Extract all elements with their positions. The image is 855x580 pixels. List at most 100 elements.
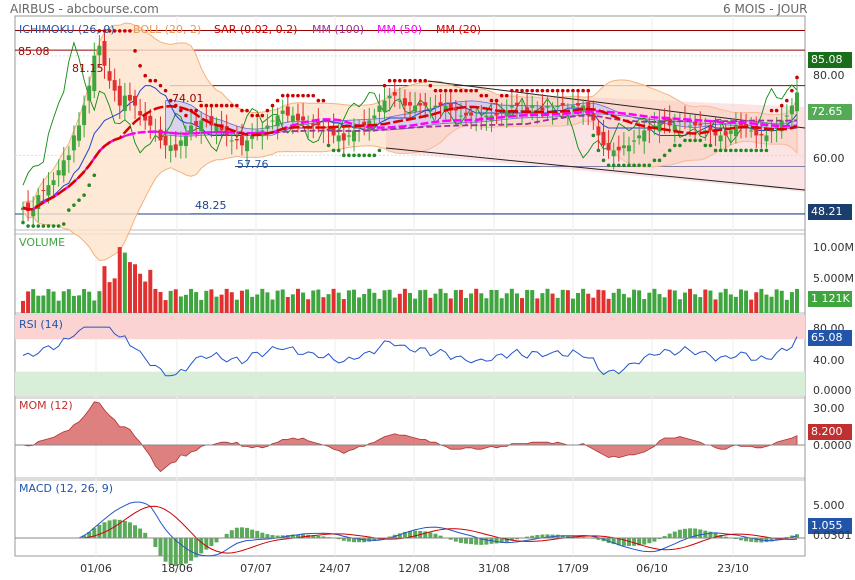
- volume-bar: [458, 289, 463, 313]
- volume-bar: [484, 298, 489, 313]
- candle-body: [178, 140, 183, 146]
- candle-body: [555, 105, 560, 108]
- sar-dot: [382, 83, 387, 88]
- candle-body: [545, 105, 550, 108]
- volume-bar: [189, 288, 194, 313]
- macd-hist-bar: [270, 535, 275, 538]
- candle-body: [250, 135, 255, 139]
- volume-bar: [499, 298, 504, 313]
- volume-bar: [336, 292, 341, 313]
- x-label-1709: 17/09: [557, 562, 589, 575]
- sar-dot: [209, 103, 214, 108]
- sar-dot: [647, 163, 652, 168]
- sar-dot: [158, 83, 163, 88]
- sar-dot: [235, 103, 239, 108]
- macd-hist-bar: [199, 538, 204, 554]
- volume-bar: [718, 292, 723, 313]
- candle-body: [117, 85, 122, 106]
- volume-bar: [408, 292, 412, 313]
- volume-bar: [87, 291, 92, 313]
- sar-dot: [667, 148, 672, 153]
- legend-boll[interactable]: BOLL (20, 2): [133, 23, 202, 36]
- sar-dot: [46, 224, 51, 228]
- macd-hist-bar: [499, 538, 504, 543]
- candle-body: [255, 130, 260, 132]
- volume-bar: [795, 288, 799, 313]
- candle-body: [591, 113, 596, 121]
- candle-body: [581, 105, 586, 112]
- volume-bar: [769, 296, 774, 313]
- macd-hist-bar: [316, 535, 321, 538]
- candle-body: [158, 129, 163, 141]
- macd-hist-bar: [637, 538, 642, 546]
- volume-bar: [92, 300, 97, 313]
- candle-body: [82, 105, 87, 126]
- candle-body: [224, 126, 229, 136]
- macd-hist-bar: [642, 538, 647, 545]
- candle-body: [764, 135, 769, 142]
- volume-bar: [469, 293, 474, 313]
- macd-hist-bar: [397, 533, 402, 538]
- volume-bar: [138, 273, 143, 313]
- volume-bar: [133, 264, 138, 313]
- macd-tick-0: 0.0301: [813, 529, 852, 542]
- sar-dot: [265, 108, 270, 113]
- mom-area: [22, 401, 798, 473]
- sar-dot: [321, 98, 326, 103]
- sar-dot: [464, 88, 468, 93]
- sar-dot: [194, 108, 198, 113]
- sar-dot: [504, 93, 509, 98]
- macd-hist-bar: [453, 538, 458, 542]
- volume-bar: [428, 297, 433, 313]
- macd-hist-bar: [509, 538, 514, 541]
- candle-body: [163, 135, 168, 146]
- macd-hist-bar: [138, 528, 143, 538]
- sar-dot: [576, 88, 580, 93]
- candle-body: [26, 202, 31, 212]
- volume-bar: [239, 290, 244, 313]
- candle-body: [46, 185, 51, 196]
- candle-body: [331, 126, 336, 136]
- sar-dot: [723, 148, 728, 153]
- sar-dot: [72, 203, 76, 207]
- volume-bar: [576, 292, 581, 313]
- macd-hist-bar: [540, 534, 545, 538]
- sar-dot: [342, 153, 346, 158]
- sar-dot: [163, 88, 168, 93]
- macd-hist-bar: [525, 536, 530, 538]
- candle-body: [759, 134, 764, 136]
- volume-bar: [194, 292, 199, 313]
- mom-badge: 8.200: [808, 424, 852, 440]
- sar-dot: [92, 173, 97, 178]
- sar-dot: [148, 78, 153, 83]
- candle-body: [402, 98, 407, 106]
- macd-hist-bar: [122, 520, 127, 538]
- macd-title: MACD (12, 26, 9): [19, 482, 114, 495]
- candle-body: [245, 140, 250, 152]
- volume-bar: [677, 299, 682, 313]
- candle-body: [387, 95, 392, 99]
- sar-dot: [749, 148, 753, 153]
- legend-mm100[interactable]: MM (100): [312, 23, 365, 36]
- volume-bar: [46, 289, 51, 313]
- volume-bar: [520, 298, 525, 313]
- legend-ichimoku[interactable]: ICHIMOKU (26, 9): [19, 23, 115, 36]
- candle-body: [428, 110, 433, 112]
- macd-hist-bar: [565, 535, 570, 538]
- macd-hist-bar: [112, 519, 117, 538]
- sar-dot: [672, 143, 677, 148]
- candle-body: [647, 126, 652, 131]
- legend-sar[interactable]: SAR (0.02, 0.2): [214, 23, 298, 36]
- candle-body: [173, 144, 178, 151]
- volume-bar: [479, 293, 484, 313]
- legend-mm50[interactable]: MM (50): [377, 23, 423, 36]
- macd-hist-bar: [321, 536, 326, 538]
- mom-title: MOM (12): [19, 399, 73, 412]
- level-label-48: 48.25: [195, 199, 227, 212]
- legend-mm20[interactable]: MM (20): [436, 23, 482, 36]
- macd-hist-bar: [214, 538, 219, 543]
- candle-body: [194, 120, 199, 126]
- volume-bar: [61, 291, 66, 313]
- rsi-badge: 65.08: [808, 330, 852, 346]
